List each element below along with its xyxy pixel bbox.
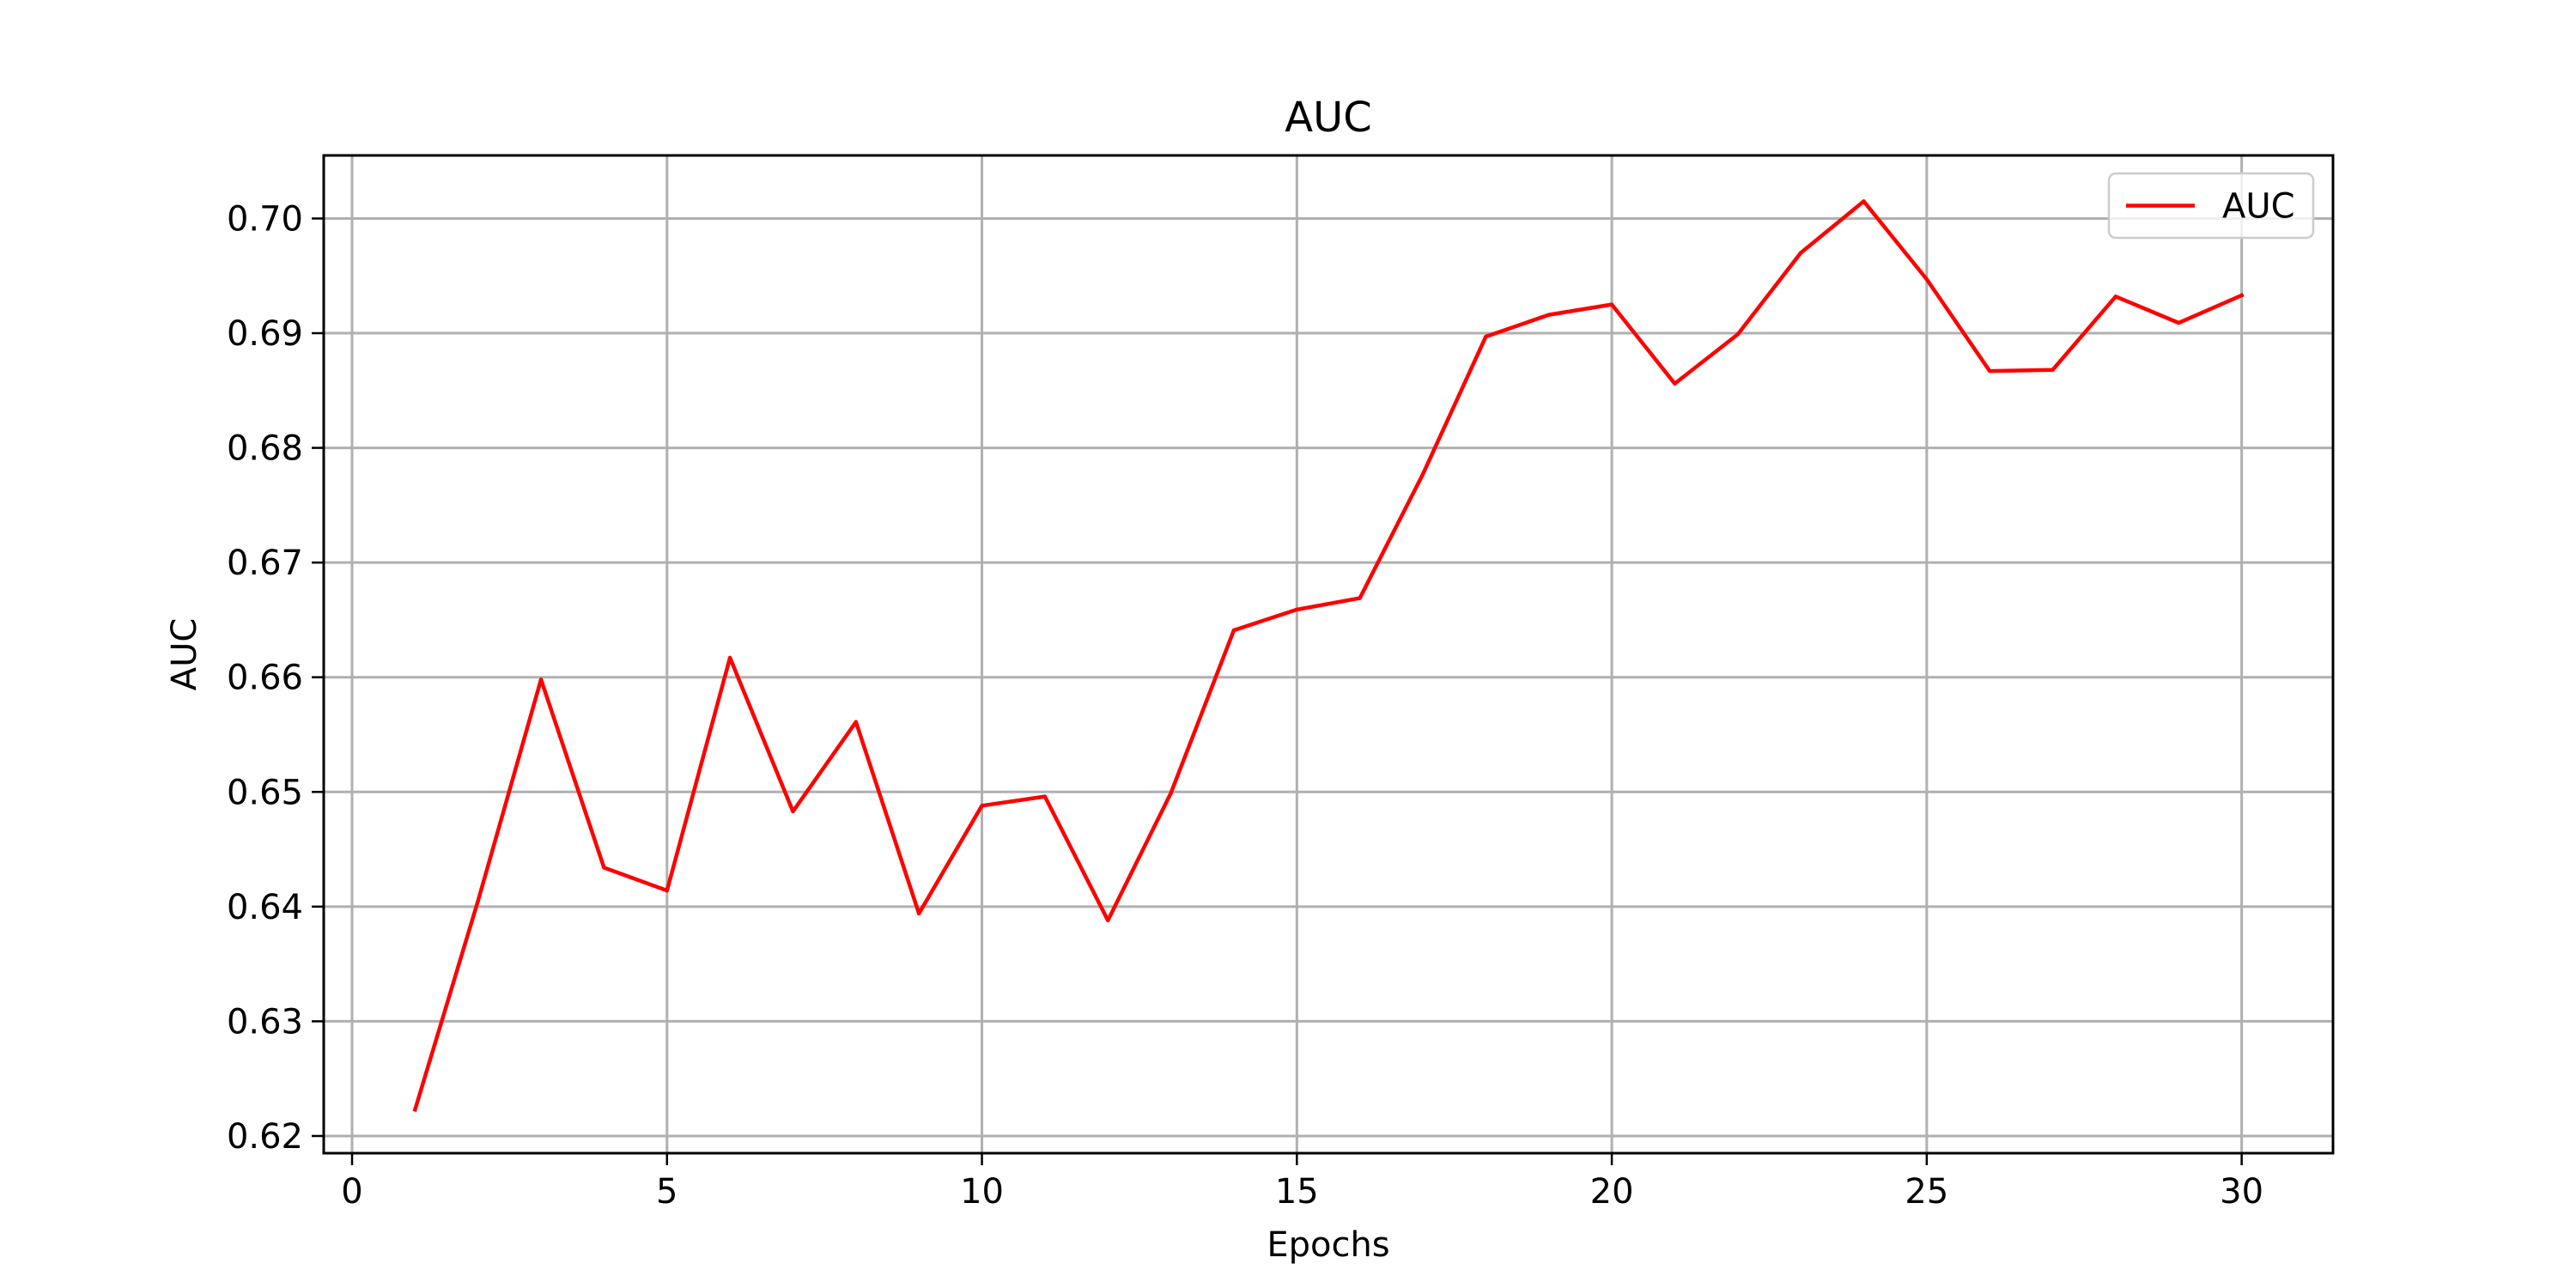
- data-point: [1673, 381, 1677, 386]
- data-point: [1988, 368, 1992, 374]
- data-point: [1231, 628, 1236, 633]
- x-axis-title: Epochs: [1267, 1225, 1389, 1265]
- x-tick-label: 25: [1905, 1172, 1948, 1212]
- data-point: [854, 720, 859, 725]
- data-point: [602, 866, 606, 870]
- y-tick-label: 0.62: [227, 1117, 303, 1157]
- y-tick-label: 0.65: [227, 773, 303, 812]
- legend-box: [2107, 172, 2315, 240]
- data-point: [665, 888, 669, 893]
- y-tick-label: 0.63: [227, 1002, 303, 1042]
- data-point: [1609, 302, 1614, 307]
- chart-title: AUC: [1285, 94, 1371, 142]
- y-tick-label: 0.69: [227, 314, 303, 354]
- y-axis-title: AUC: [165, 618, 204, 691]
- data-point: [1106, 918, 1110, 923]
- data-point: [727, 655, 732, 660]
- data-point: [1042, 794, 1048, 799]
- data-point: [1420, 472, 1425, 477]
- data-point: [413, 1108, 417, 1112]
- data-point: [2050, 368, 2055, 372]
- data-point: [1358, 596, 1362, 600]
- x-tick-label: 30: [2220, 1172, 2263, 1212]
- data-point: [2113, 295, 2118, 299]
- y-tick-label: 0.64: [227, 888, 303, 927]
- plot-frame: [322, 154, 2335, 1155]
- legend-label: AUC: [2222, 187, 2295, 227]
- x-tick-label: 5: [656, 1172, 677, 1212]
- data-point: [791, 809, 795, 814]
- y-tick-label: 0.66: [227, 659, 303, 698]
- data-point: [1735, 332, 1741, 337]
- data-point: [1295, 607, 1299, 612]
- data-point: [980, 804, 984, 808]
- data-point: [1798, 251, 1803, 255]
- x-tick-label: 10: [960, 1172, 1004, 1212]
- x-tick-label: 15: [1275, 1172, 1319, 1212]
- data-point: [476, 898, 480, 903]
- data-point: [2239, 293, 2244, 298]
- data-point: [538, 677, 544, 682]
- legend: AUC: [2107, 172, 2315, 240]
- data-point: [1546, 313, 1551, 317]
- grid: [324, 155, 2333, 1153]
- data-point: [1862, 199, 1866, 204]
- data-point: [1169, 791, 1173, 795]
- series-layer: [412, 199, 2245, 1113]
- data-point: [1924, 277, 1929, 282]
- y-tick-label: 0.67: [227, 544, 303, 583]
- x-tick-label: 20: [1590, 1172, 1634, 1212]
- data-point: [1484, 334, 1488, 339]
- series-line-auc: [412, 199, 2245, 1113]
- y-tick-label: 0.70: [227, 199, 303, 239]
- x-tick-label: 0: [341, 1172, 362, 1212]
- y-tick-label: 0.68: [227, 429, 303, 469]
- data-point: [916, 911, 921, 916]
- data-point: [2177, 320, 2181, 325]
- axis-ticks: 0 5 10 15 20 25 30 0.62 0.63 0.64 0.65 0.66 0.67 0.68…: [227, 199, 2263, 1212]
